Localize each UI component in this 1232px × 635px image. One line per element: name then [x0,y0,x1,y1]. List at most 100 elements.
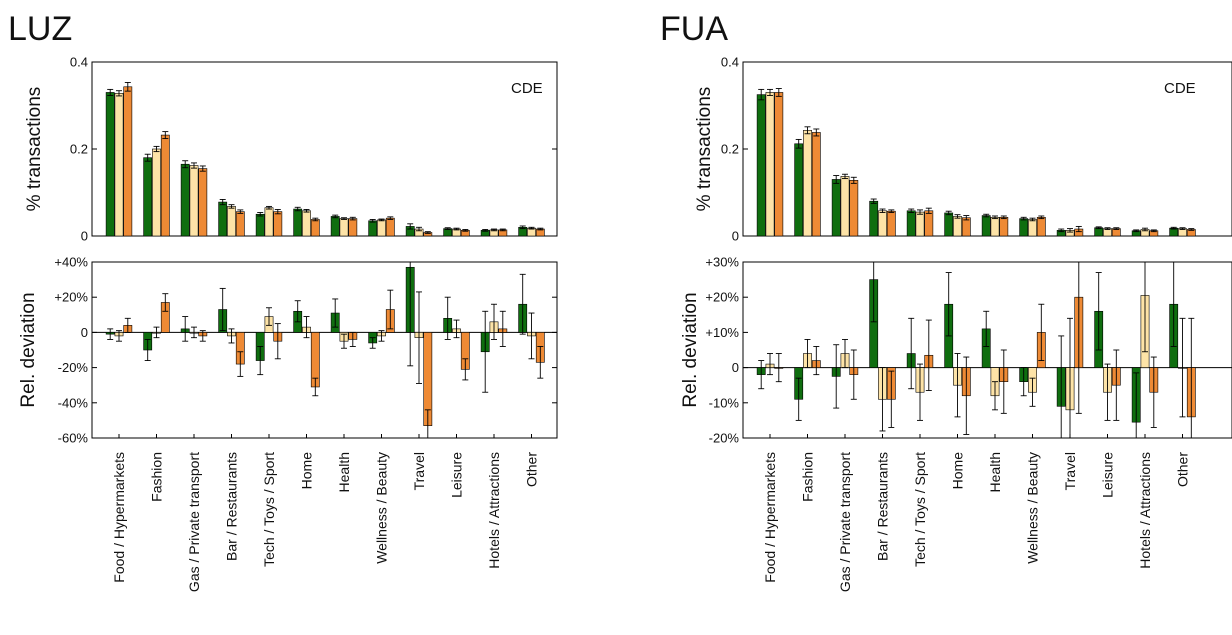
top-bar-s1-c2 [840,176,850,237]
top-bar-s1-c6 [339,218,349,237]
top-bar-s2-c2 [198,168,208,237]
category-label: Tech / Toys / Sport [912,452,928,567]
category-label: Food / Hypermarkets [111,452,127,583]
top-bar-s2-c7 [385,217,395,237]
category-label: Other [524,452,540,487]
y-tick-label: -20% [709,431,740,446]
category-label: Leisure [449,452,465,498]
y-tick-label: -40% [58,395,89,410]
category-label: Leisure [1100,452,1116,498]
y-axis-label: Rel. deviation [680,292,701,407]
top-bar-s1-c0 [114,93,124,237]
top-bar-s0-c5 [293,208,303,237]
y-tick-label: +30% [705,255,739,270]
y-tick-label: 0.2 [721,142,739,157]
top-bar-s2-c1 [160,134,170,237]
top-bar-s1-c1 [803,129,812,237]
panel-title: FUA [660,10,728,48]
top-bar-s0-c1 [794,143,804,237]
top-bar-s1-c1 [152,148,161,237]
top-bar-s1-c5 [953,216,962,237]
top-bar-s0-c2 [180,163,190,237]
top-bar-s2-c6 [999,216,1009,237]
panel-luz: LUZ 0 0.2 0.4 % transactions CDE -60% -40% -20% 0… [8,10,558,592]
top-plot: 0 0.2 0.4 % transactions CDE [24,55,558,244]
category-label: Tech / Toys / Sport [261,452,277,567]
top-bar-s2-c1 [811,132,821,237]
y-tick-label: 0 [732,229,739,244]
top-plot: 0 0.2 0.4 % transactions CDE [694,55,1232,244]
top-bar-s2-c7 [1036,216,1046,237]
y-axis-label: % transactions [24,87,45,212]
top-bar-s0-c0 [105,92,115,237]
top-bar-s2-c2 [849,180,859,237]
top-bar-s1-c7 [377,219,386,237]
bottom-plot: -20% -10% 0 +10% +20% +30% Rel. deviation [680,255,1232,446]
category-label: Hotels / Attractions [1137,452,1153,569]
top-bar-s2-c5 [310,219,320,237]
top-bar-s1-c0 [765,92,775,237]
top-bar-s0-c6 [330,216,340,237]
category-label: Fashion [149,452,165,502]
panel-annotation: CDE [511,80,543,97]
category-label: Gas / Private transport [186,452,202,592]
bottom-frame [742,261,1232,439]
top-bar-s2-c0 [774,92,784,237]
top-bar-s1-c5 [302,210,311,237]
top-bar-s0-c1 [143,157,153,237]
y-tick-label: 0.4 [721,55,739,70]
category-label: Health [336,452,352,492]
category-label: Home [950,452,966,490]
category-label: Bar / Restaurants [224,452,240,561]
y-tick-label: +10% [705,325,739,340]
top-bar-s0-c7 [1019,218,1029,237]
bottom-plot: -60% -40% -20% 0 +20% +40% Rel. deviation [18,255,558,446]
category-label: Travel [411,452,427,490]
top-bar-s1-c3 [227,206,236,237]
top-bar-s0-c7 [368,220,378,237]
top-bar-s2-c0 [123,86,133,237]
y-tick-label: 0 [732,360,739,375]
top-bar-s0-c3 [218,201,228,237]
top-bar-s2-c6 [348,218,358,237]
top-bar-s0-c4 [255,213,265,237]
top-bar-s1-c7 [1028,219,1037,237]
bottom-frame [91,261,558,439]
top-bar-s0-c5 [944,212,954,237]
y-tick-label: +40% [54,255,88,270]
top-bar-s2-c3 [886,210,896,237]
top-bar-s0-c2 [831,179,841,237]
y-tick-label: -60% [58,431,89,446]
top-bar-s0-c4 [906,210,916,237]
category-label: Other [1175,452,1191,487]
y-tick-label: -10% [709,395,740,410]
top-bar-s0-c3 [869,200,879,237]
category-label: Food / Hypermarkets [762,452,778,583]
top-bar-s2-c4 [273,211,283,237]
top-bar-s1-c4 [264,207,274,237]
category-label: Fashion [800,452,816,502]
top-bar-s0-c6 [981,215,991,237]
top-bar-s0-c0 [756,94,766,237]
top-bar-s2-c5 [961,217,971,237]
top-bar-s1-c3 [878,210,887,237]
top-bar-s2-c3 [235,211,245,237]
top-bar-s1-c4 [915,211,925,237]
category-label: Hotels / Attractions [486,452,502,569]
panel-title: LUZ [8,10,72,48]
y-tick-label: 0.4 [70,55,88,70]
top-bar-s1-c2 [189,165,199,237]
category-label: Health [987,452,1003,492]
y-tick-label: 0.2 [70,142,88,157]
category-label: Travel [1062,452,1078,490]
y-axis-label: Rel. deviation [18,292,39,407]
y-axis-label: % transactions [694,87,715,212]
top-bar-s1-c6 [990,216,1000,237]
top-bar-s2-c4 [924,210,934,237]
y-tick-label: 0 [81,229,88,244]
category-label: Wellness / Beauty [374,452,390,564]
category-label: Wellness / Beauty [1025,452,1041,564]
y-tick-label: +20% [54,290,88,305]
y-tick-label: +20% [705,290,739,305]
